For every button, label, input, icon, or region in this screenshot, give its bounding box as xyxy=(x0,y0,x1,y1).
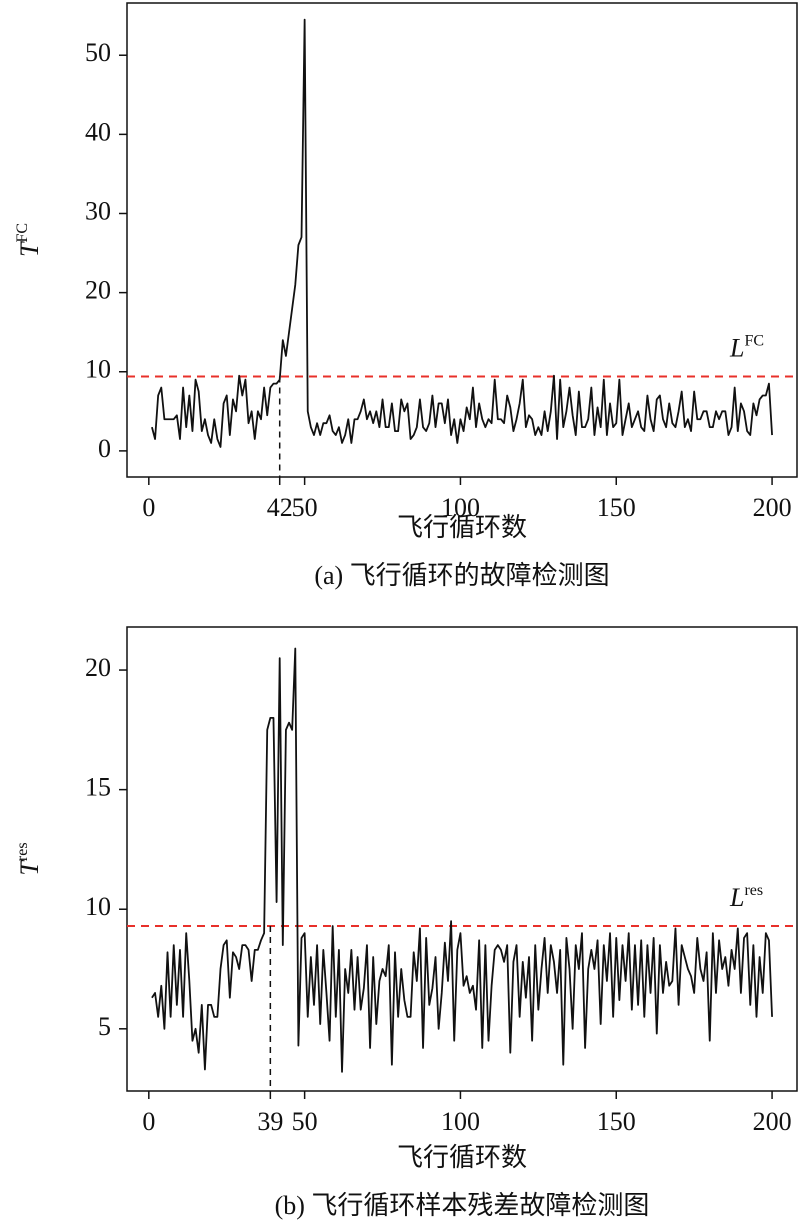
y-axis-label-sup: FC xyxy=(14,223,31,243)
x-axis-label: 飞行循环数 xyxy=(397,513,527,542)
caption: (b) 飞行循环样本残差故障检测图 xyxy=(275,1191,650,1220)
threshold-label-main: L xyxy=(729,883,744,912)
x-tick-label: 0 xyxy=(142,493,155,522)
x-tick-label: 100 xyxy=(441,1107,480,1136)
y-axis-label: TFC xyxy=(14,223,44,257)
data-line xyxy=(151,647,773,1073)
y-axis-label-main: T xyxy=(15,241,44,257)
y-axis-label-sup: res xyxy=(14,842,31,861)
y-axis-label: Tres xyxy=(14,842,44,875)
y-tick-label: 40 xyxy=(85,117,111,146)
y-tick-label: 50 xyxy=(85,38,111,67)
x-tick-label: 0 xyxy=(142,1107,155,1136)
y-tick-label: 5 xyxy=(98,1012,111,1041)
x-tick-label: 200 xyxy=(753,1107,792,1136)
y-tick-label: 30 xyxy=(85,196,111,225)
y-tick-label: 20 xyxy=(85,653,111,682)
plot-frame xyxy=(126,2,798,478)
y-tick-label: 15 xyxy=(85,773,111,802)
x-tick-label: 150 xyxy=(597,1107,636,1136)
x-tick-label: 150 xyxy=(597,493,636,522)
x-tick-label: 200 xyxy=(753,493,792,522)
x-axis-label: 飞行循环数 xyxy=(397,1143,527,1172)
y-tick-label: 20 xyxy=(85,276,111,305)
x-tick-label: 50 xyxy=(292,493,318,522)
data-line xyxy=(151,18,773,448)
threshold-label-main: L xyxy=(729,333,744,362)
threshold-label-sup: res xyxy=(744,882,763,899)
threshold-label: LFC xyxy=(729,332,764,362)
y-tick-label: 10 xyxy=(85,355,111,384)
x-tick-label: 50 xyxy=(292,1107,318,1136)
x-tick-label: 42 xyxy=(267,493,293,522)
y-tick-label: 10 xyxy=(85,892,111,921)
y-tick-label: 0 xyxy=(98,434,111,463)
threshold-label-sup: FC xyxy=(744,332,764,349)
y-axis-label-main: T xyxy=(15,860,44,876)
x-tick-label: 39 xyxy=(257,1107,283,1136)
plot-frame xyxy=(126,626,798,1092)
caption: (a) 飞行循环的故障检测图 xyxy=(314,561,609,590)
threshold-label: Lres xyxy=(729,882,763,912)
x-tick-label: 100 xyxy=(441,493,480,522)
